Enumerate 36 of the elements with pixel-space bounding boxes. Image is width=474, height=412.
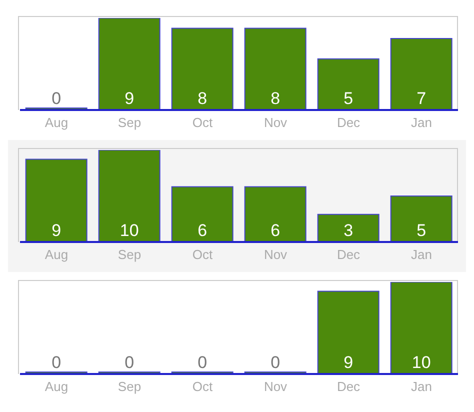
x-tick-label: Dec (336, 247, 361, 262)
data-label: 0 (52, 89, 62, 108)
x-tick-label: Dec (336, 379, 361, 394)
data-label: 9 (52, 221, 62, 240)
data-label: 0 (124, 353, 134, 372)
x-tick-label: Jan (411, 379, 432, 394)
x-tick-label: Sep (118, 247, 142, 262)
x-tick-label: Aug (44, 247, 68, 262)
x-tick-label: Sep (118, 115, 142, 130)
x-tick-label: Oct (192, 379, 213, 394)
data-label: 0 (270, 353, 280, 372)
x-tick-label: Aug (44, 379, 68, 394)
x-tick-label: Jan (411, 247, 432, 262)
data-label: 6 (198, 221, 208, 240)
data-label: 10 (412, 353, 431, 372)
data-label: 7 (416, 89, 426, 108)
x-tick-label: Nov (264, 115, 288, 130)
data-label: 10 (120, 221, 139, 240)
x-tick-label: Nov (264, 247, 288, 262)
data-label: 9 (344, 353, 354, 372)
data-label: 9 (124, 89, 134, 108)
x-tick-label: Nov (264, 379, 288, 394)
data-label: 8 (270, 89, 280, 108)
x-tick-label: Oct (192, 247, 213, 262)
data-label: 3 (344, 221, 354, 240)
data-label: 5 (416, 221, 426, 240)
x-tick-label: Sep (118, 379, 142, 394)
data-label: 6 (270, 221, 280, 240)
x-tick-label: Dec (336, 115, 361, 130)
x-tick-label: Jan (411, 115, 432, 130)
x-tick-label: Oct (192, 115, 213, 130)
data-label: 5 (344, 89, 354, 108)
data-label: 8 (198, 89, 208, 108)
x-tick-label: Aug (44, 115, 68, 130)
data-label: 0 (52, 353, 62, 372)
data-label: 0 (198, 353, 208, 372)
